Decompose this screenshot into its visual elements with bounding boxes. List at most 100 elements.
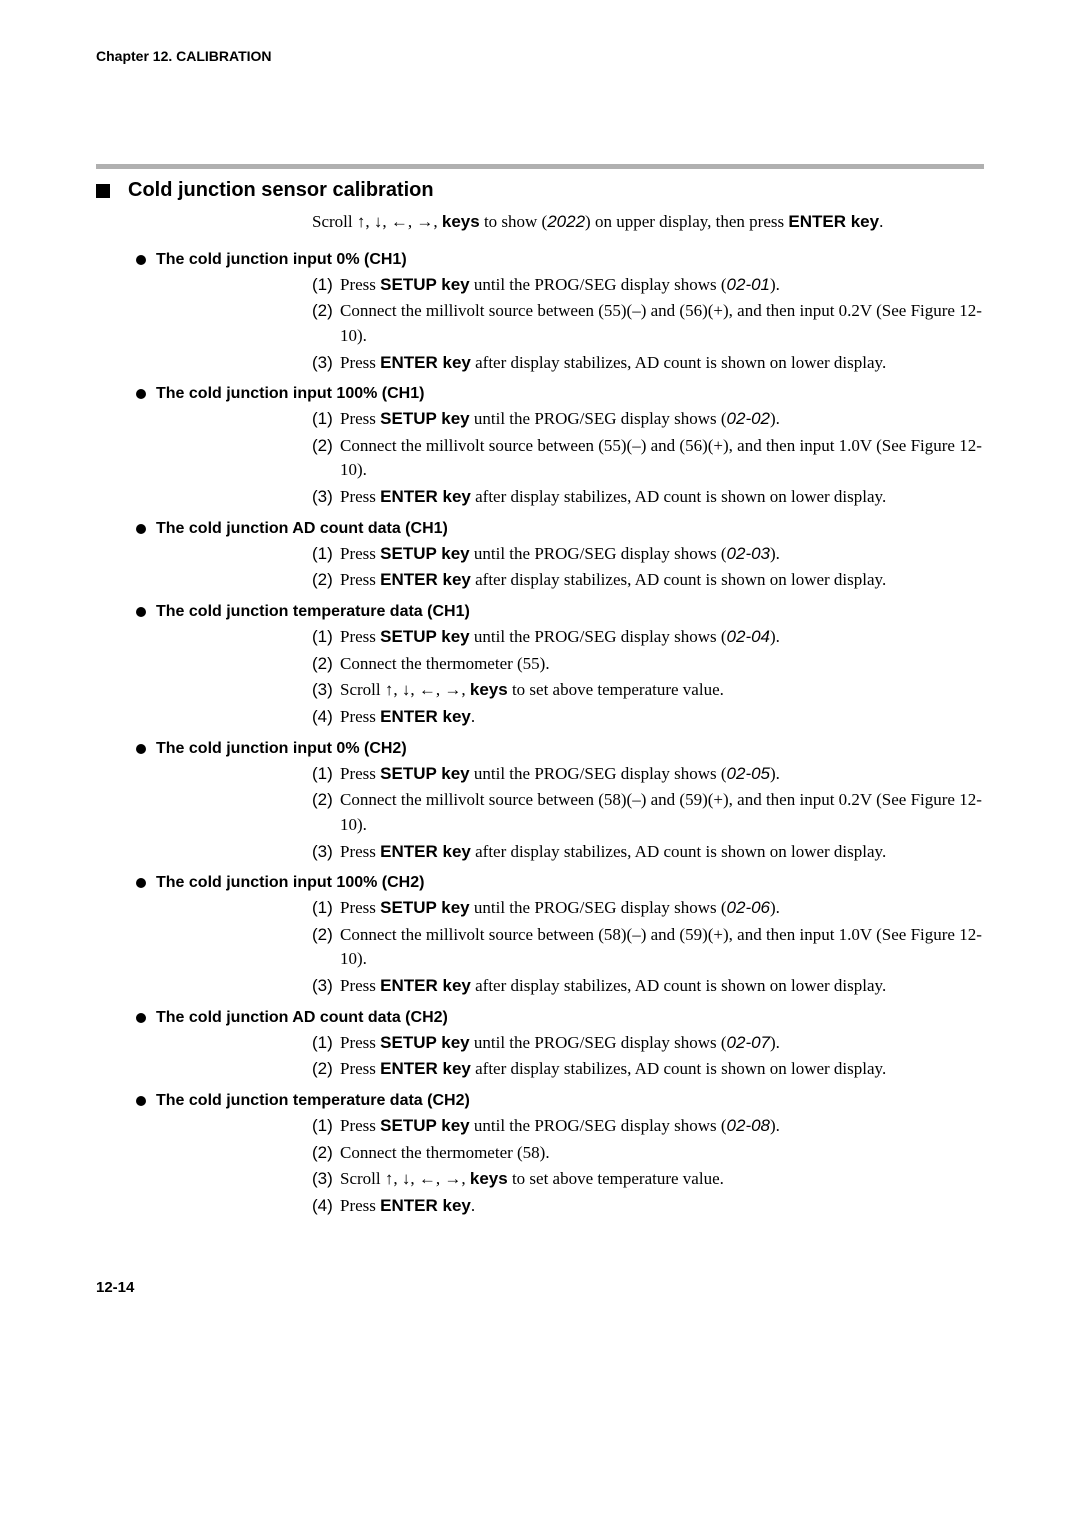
italic-code: 02-04 [727,627,770,646]
bold-text: SETUP key [380,1033,469,1052]
round-bullet-icon [136,744,146,754]
subsection-title: The cold junction input 100% (CH1) [156,385,424,403]
steps-list: (1)Press SETUP key until the PROG/SEG di… [312,407,984,510]
steps-list: (1)Press SETUP key until the PROG/SEG di… [312,542,984,593]
step-row: (2)Connect the millivolt source between … [312,434,984,483]
subsection-title: The cold junction AD count data (CH2) [156,1009,448,1027]
step-body: Press SETUP key until the PROG/SEG displ… [340,273,984,298]
bold-text: SETUP key [380,764,469,783]
step-number: (4) [312,1194,340,1219]
round-bullet-icon [136,389,146,399]
steps-list: (1)Press SETUP key until the PROG/SEG di… [312,273,984,376]
round-bullet-icon [136,607,146,617]
subsection-title: The cold junction temperature data (CH1) [156,603,470,621]
step-row: (2)Connect the thermometer (58). [312,1141,984,1166]
bold-text: keys [470,1169,508,1188]
step-body: Connect the thermometer (58). [340,1141,984,1166]
step-row: (3)Press ENTER key after display stabili… [312,351,984,376]
intro-text: Scroll ↑, ↓, ←, →, [312,212,442,231]
subsection-title-row: The cold junction input 0% (CH2) [136,740,984,758]
step-body: Connect the millivolt source between (58… [340,923,984,972]
step-body: Press SETUP key until the PROG/SEG displ… [340,625,984,650]
subsection-title: The cold junction input 0% (CH2) [156,740,407,758]
step-body: Press SETUP key until the PROG/SEG displ… [340,762,984,787]
step-body: Connect the millivolt source between (55… [340,434,984,483]
bold-text: SETUP key [380,409,469,428]
step-number: (3) [312,840,340,865]
step-number: (1) [312,407,340,432]
step-number: (2) [312,652,340,677]
bold-text: SETUP key [380,627,469,646]
bold-text: ENTER key [380,1059,471,1078]
step-row: (3)Scroll ↑, ↓, ←, →, keys to set above … [312,678,984,703]
bold-text: ENTER key [380,842,471,861]
intro-bold-keys: keys [442,212,480,231]
step-number: (2) [312,923,340,972]
bold-text: ENTER key [380,976,471,995]
step-number: (1) [312,1114,340,1139]
step-row: (2)Connect the millivolt source between … [312,788,984,837]
italic-code: 02-02 [727,409,770,428]
italic-code: 02-03 [727,544,770,563]
section-title-row: Cold junction sensor calibration [96,179,984,202]
bold-text: SETUP key [380,275,469,294]
step-body: Scroll ↑, ↓, ←, →, keys to set above tem… [340,1167,984,1192]
section-title: Cold junction sensor calibration [128,179,434,202]
step-number: (1) [312,542,340,567]
intro-code: 2022 [547,212,585,231]
page-content: Chapter 12. CALIBRATION Cold junction se… [0,0,1080,1344]
step-number: (1) [312,896,340,921]
round-bullet-icon [136,1096,146,1106]
bold-text: SETUP key [380,1116,469,1135]
step-body: Connect the thermometer (55). [340,652,984,677]
step-row: (1)Press SETUP key until the PROG/SEG di… [312,1114,984,1139]
subsection-title-row: The cold junction input 100% (CH2) [136,874,984,892]
round-bullet-icon [136,878,146,888]
step-number: (1) [312,1031,340,1056]
steps-list: (1)Press SETUP key until the PROG/SEG di… [312,896,984,999]
subsection-title-row: The cold junction AD count data (CH2) [136,1009,984,1027]
step-body: Press ENTER key after display stabilizes… [340,568,984,593]
step-row: (3)Press ENTER key after display stabili… [312,485,984,510]
step-number: (2) [312,1141,340,1166]
steps-list: (1)Press SETUP key until the PROG/SEG di… [312,625,984,730]
step-row: (3)Press ENTER key after display stabili… [312,840,984,865]
subsection-title: The cold junction temperature data (CH2) [156,1092,470,1110]
step-row: (1)Press SETUP key until the PROG/SEG di… [312,407,984,432]
step-number: (1) [312,273,340,298]
step-row: (1)Press SETUP key until the PROG/SEG di… [312,1031,984,1056]
bold-text: ENTER key [380,707,471,726]
step-row: (2)Connect the millivolt source between … [312,923,984,972]
step-row: (2)Press ENTER key after display stabili… [312,568,984,593]
step-number: (1) [312,625,340,650]
bold-text: keys [470,680,508,699]
round-bullet-icon [136,1013,146,1023]
step-body: Press ENTER key. [340,1194,984,1219]
page-number: 12-14 [96,1279,984,1296]
subsection-title: The cold junction input 100% (CH2) [156,874,424,892]
bold-text: SETUP key [380,898,469,917]
step-number: (2) [312,568,340,593]
step-row: (1)Press SETUP key until the PROG/SEG di… [312,896,984,921]
subsection-title-row: The cold junction temperature data (CH2) [136,1092,984,1110]
square-bullet-icon [96,184,110,198]
steps-list: (1)Press SETUP key until the PROG/SEG di… [312,1114,984,1219]
bold-text: ENTER key [380,487,471,506]
step-body: Scroll ↑, ↓, ←, →, keys to set above tem… [340,678,984,703]
step-number: (2) [312,434,340,483]
step-body: Press ENTER key after display stabilizes… [340,485,984,510]
step-number: (3) [312,1167,340,1192]
subsections-container: The cold junction input 0% (CH1)(1)Press… [96,251,984,1219]
step-body: Press SETUP key until the PROG/SEG displ… [340,542,984,567]
bold-text: SETUP key [380,544,469,563]
step-row: (2)Connect the millivolt source between … [312,299,984,348]
italic-code: 02-06 [727,898,770,917]
step-number: (3) [312,678,340,703]
intro-post: ) on upper display, then press [585,212,788,231]
step-body: Press ENTER key. [340,705,984,730]
step-row: (2)Press ENTER key after display stabili… [312,1057,984,1082]
step-body: Press SETUP key until the PROG/SEG displ… [340,1031,984,1056]
step-number: (3) [312,974,340,999]
italic-code: 02-07 [727,1033,770,1052]
step-row: (1)Press SETUP key until the PROG/SEG di… [312,762,984,787]
